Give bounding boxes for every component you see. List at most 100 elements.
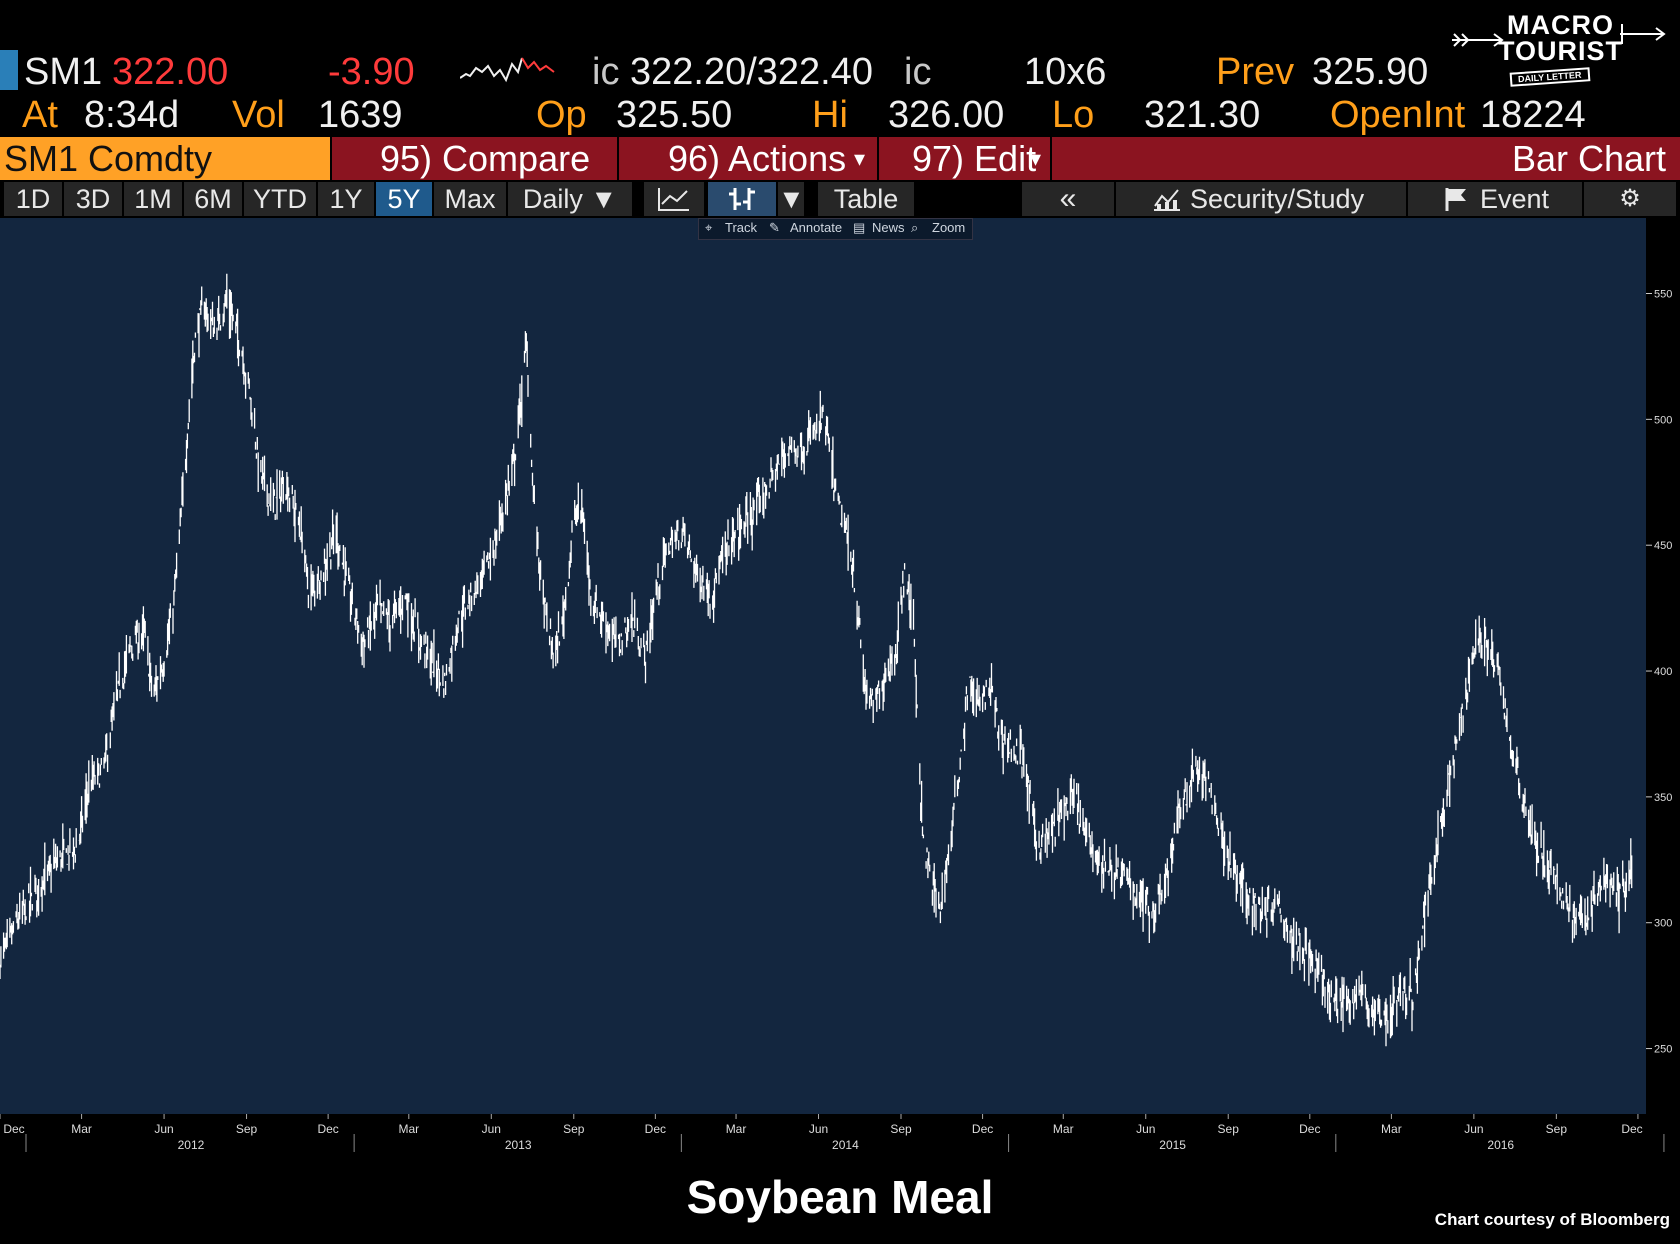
- chart-title: Soybean Meal: [686, 1171, 994, 1223]
- y-tick-label: 350: [1654, 792, 1672, 804]
- event-button[interactable]: Event: [1408, 182, 1582, 216]
- annotate-icon: ✎: [769, 220, 780, 235]
- x-month-label: Sep: [1546, 1122, 1568, 1136]
- y-axis-panel: [1646, 218, 1680, 1114]
- edit-button[interactable]: 97) Edit: [912, 138, 1037, 179]
- chart-toolbar: 1D 3D 1M 6M YTD 1Y 5Y Max Daily ▼ ▼ Tabl…: [0, 180, 1680, 218]
- x-month-label: Jun: [482, 1122, 501, 1136]
- x-month-label: Sep: [563, 1122, 585, 1136]
- quote-row-2: At 8:34d Vol 1639 Op 325.50 Hi 326.00 Lo…: [0, 93, 1680, 137]
- x-year-label: 2013: [505, 1138, 532, 1152]
- flag-icon: [1445, 188, 1466, 211]
- high-label: Hi: [812, 94, 848, 136]
- x-year-label: 2016: [1487, 1138, 1514, 1152]
- x-month-label: Jun: [154, 1122, 173, 1136]
- open-price: 325.50: [616, 94, 733, 136]
- security-study-button[interactable]: Security/Study: [1116, 182, 1406, 216]
- range-1y[interactable]: 1Y: [318, 182, 374, 216]
- price-chart[interactable]: 250 300 350 400 450 500 550 Dec Mar Jun Sep Dec Mar…: [0, 218, 1680, 1154]
- x-month-label: Sep: [1218, 1122, 1240, 1136]
- range-3d[interactable]: 3D: [64, 182, 122, 216]
- x-year-label: 2014: [832, 1138, 859, 1152]
- arrow-right-icon: [1620, 24, 1666, 44]
- y-tick-label: 550: [1654, 289, 1672, 301]
- chart-credit: Chart courtesy of Bloomberg: [1434, 1210, 1670, 1229]
- logo-line-3: DAILY LETTER: [1509, 67, 1590, 87]
- range-1d[interactable]: 1D: [4, 182, 62, 216]
- period-select[interactable]: Daily ▼: [508, 182, 632, 216]
- function-bar: SM1 Comdty 95) Compare 96) Actions ▾ 97)…: [0, 137, 1680, 180]
- range-ytd[interactable]: YTD: [244, 182, 316, 216]
- chart-mini-toolbar: ⌖ Track ✎ Annotate ▤ News ⌕ Zoom: [698, 218, 973, 240]
- actions-dropdown-icon[interactable]: ▾: [854, 146, 866, 171]
- event-label: Event: [1480, 184, 1550, 214]
- x-axis-panel: [0, 1114, 1680, 1154]
- plot-area[interactable]: [0, 218, 1646, 1114]
- open-label: Op: [536, 94, 587, 136]
- open-interest: 18224: [1480, 94, 1586, 136]
- x-month-label: Mar: [398, 1122, 419, 1136]
- x-month-label: Dec: [645, 1122, 666, 1136]
- x-month-label: Sep: [236, 1122, 258, 1136]
- vol-label: Vol: [232, 94, 285, 136]
- actions-button[interactable]: 96) Actions: [668, 138, 847, 179]
- bid-ask-size: 10x6: [1024, 51, 1107, 93]
- macro-tourist-logo: MACRO TOURIST DAILY LETTER: [1450, 8, 1670, 88]
- compare-button[interactable]: 95) Compare: [380, 138, 591, 179]
- news-icon: ▤: [853, 220, 866, 235]
- zoom-button[interactable]: Zoom: [932, 220, 966, 235]
- security-study-label: Security/Study: [1190, 184, 1365, 214]
- chart-type-label: Bar Chart: [1511, 138, 1666, 179]
- chart-type-dropdown-icon[interactable]: ▼: [778, 182, 805, 216]
- logo-line-2: TOURIST: [1498, 36, 1624, 66]
- range-1m[interactable]: 1M: [124, 182, 182, 216]
- x-month-label: Jun: [1464, 1122, 1483, 1136]
- x-month-label: Mar: [71, 1122, 92, 1136]
- y-tick-label: 400: [1654, 666, 1672, 678]
- edit-dropdown-icon[interactable]: ▾: [1030, 146, 1042, 171]
- x-month-label: Dec: [3, 1122, 24, 1136]
- collapse-button[interactable]: «: [1022, 182, 1114, 216]
- sparkline: [460, 57, 555, 83]
- y-tick-label: 500: [1654, 414, 1672, 426]
- quote-row-1: SM1 322.00 -3.90 ic 322.20/322.40 ic 10x…: [0, 50, 1680, 94]
- news-button[interactable]: News: [872, 220, 905, 235]
- x-month-label: Mar: [726, 1122, 747, 1136]
- x-month-label: Dec: [1299, 1122, 1320, 1136]
- y-tick-label: 250: [1654, 1044, 1672, 1056]
- x-month-label: Dec: [1621, 1122, 1642, 1136]
- annotate-button[interactable]: Annotate: [790, 220, 843, 235]
- track-button[interactable]: Track: [725, 220, 758, 235]
- x-month-label: Jun: [1136, 1122, 1155, 1136]
- line-chart-icon[interactable]: [644, 182, 704, 216]
- range-6m[interactable]: 6M: [184, 182, 242, 216]
- prev-close: 325.90: [1312, 51, 1429, 93]
- last-price: 322.00: [112, 51, 229, 93]
- study-icon: [1154, 189, 1180, 211]
- ticker[interactable]: SM1: [24, 51, 103, 93]
- range-max[interactable]: Max: [434, 182, 506, 216]
- x-month-label: Jun: [809, 1122, 828, 1136]
- ticker-marker: [0, 50, 18, 90]
- x-month-label: Sep: [890, 1122, 912, 1136]
- x-month-label: Mar: [1053, 1122, 1074, 1136]
- open-interest-label: OpenInt: [1330, 94, 1466, 136]
- table-button[interactable]: Table: [818, 182, 914, 216]
- x-month-label: Mar: [1381, 1122, 1402, 1136]
- x-month-label: Dec: [317, 1122, 338, 1136]
- low-price: 321.30: [1144, 94, 1261, 136]
- low-label: Lo: [1052, 94, 1095, 136]
- security-field[interactable]: SM1 Comdty: [0, 137, 330, 180]
- range-5y[interactable]: 5Y: [376, 182, 432, 216]
- x-month-label: Dec: [972, 1122, 993, 1136]
- bid-ask: 322.20/322.40: [630, 51, 874, 93]
- gear-icon[interactable]: ⚙: [1584, 182, 1676, 216]
- y-tick-label: 300: [1654, 918, 1672, 930]
- zoom-icon: ⌕: [911, 220, 919, 235]
- x-year-label: 2012: [178, 1138, 205, 1152]
- high-price: 326.00: [888, 94, 1005, 136]
- price-bars: [0, 273, 1633, 1047]
- bar-chart-icon[interactable]: [708, 182, 776, 216]
- net-change: -3.90: [328, 51, 415, 93]
- bid-prefix: ic: [592, 51, 620, 93]
